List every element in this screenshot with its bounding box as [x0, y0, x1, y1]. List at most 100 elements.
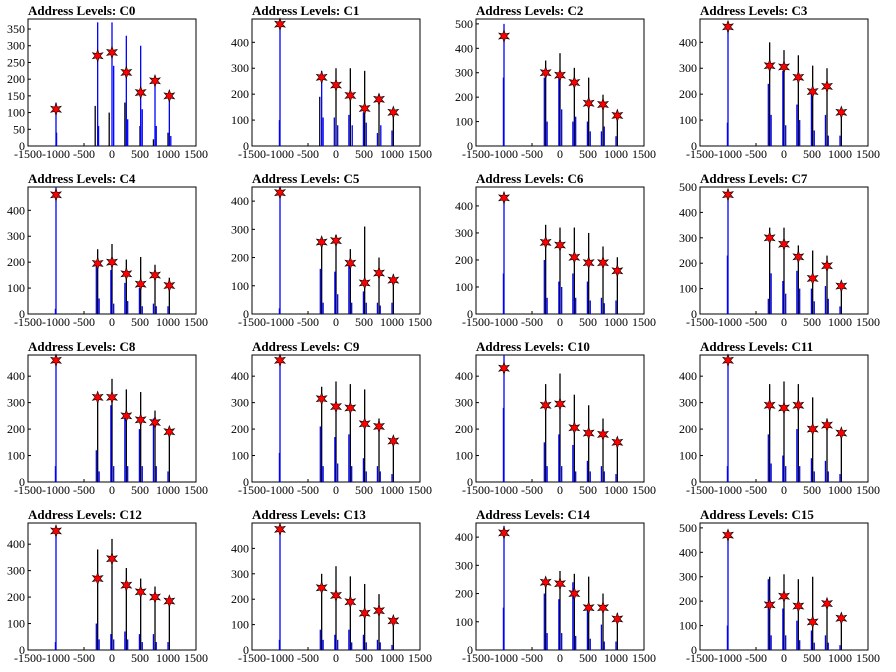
- x-tick-label: 500: [131, 483, 149, 497]
- peak-star-marker: [539, 65, 552, 80]
- peak-star-marker: [387, 434, 400, 448]
- x-tick-label: 1500: [408, 651, 432, 665]
- peak-star-marker: [149, 590, 161, 604]
- y-tick-label: 300: [7, 396, 25, 410]
- peak-star-marker: [91, 256, 104, 271]
- x-tick-label: 500: [355, 147, 373, 161]
- peak-star-marker: [315, 235, 328, 249]
- x-tick-label: -1500: [462, 651, 490, 665]
- y-tick-label: 0: [19, 307, 25, 321]
- x-tick-label: -500: [73, 315, 95, 329]
- peak-star-marker: [163, 88, 176, 103]
- y-tick-label: 400: [231, 541, 249, 555]
- x-tick-label: -500: [745, 651, 767, 665]
- peak-star-marker: [611, 612, 624, 626]
- x-tick-label: 1500: [184, 651, 208, 665]
- peak-star-marker: [806, 614, 819, 629]
- peak-star-marker: [582, 600, 595, 615]
- peak-star-marker: [274, 185, 286, 200]
- y-tick-label: 100: [7, 106, 25, 120]
- x-tick-label: 1000: [828, 147, 852, 161]
- subplot-title: Address Levels: C1: [252, 3, 359, 18]
- peak-star-marker: [582, 96, 595, 111]
- peak-star-marker: [330, 78, 342, 93]
- peak-star-marker: [315, 70, 328, 85]
- x-tick-label: 1500: [856, 315, 880, 329]
- x-tick-label: -1000: [714, 651, 742, 665]
- peak-star-marker: [134, 412, 147, 427]
- x-tick-label: -1000: [266, 147, 294, 161]
- subplot-7: Address Levels: C7-1500 -1000 -500 0 500 1000…: [679, 171, 880, 329]
- x-tick-label: 1500: [856, 651, 880, 665]
- subplot-3: Address Levels: C3-1500 -1000 -500 0 500 1000…: [679, 3, 880, 161]
- peak-star-marker: [792, 599, 805, 613]
- peak-star-marker: [722, 528, 734, 543]
- x-tick-label: -1500: [462, 483, 490, 497]
- x-tick-label: 1000: [604, 315, 628, 329]
- x-tick-label: 500: [579, 147, 597, 161]
- x-tick-label: -1500: [14, 315, 42, 329]
- x-tick-label: 1500: [184, 483, 208, 497]
- y-tick-label: 300: [7, 564, 25, 578]
- x-tick-label: 1500: [632, 651, 656, 665]
- peak-star-marker: [344, 594, 357, 609]
- y-tick-label: 0: [19, 475, 25, 489]
- peak-star-marker: [344, 88, 357, 103]
- subplot-title: Address Levels: C11: [700, 339, 813, 354]
- peak-star-marker: [722, 187, 734, 202]
- peak-star-marker: [498, 190, 510, 205]
- y-tick-label: 300: [231, 567, 249, 581]
- x-tick-label: 500: [803, 483, 821, 497]
- y-tick-label: 400: [231, 369, 249, 383]
- y-tick-label: 400: [231, 194, 249, 208]
- x-tick-label: -500: [521, 147, 543, 161]
- peak-star-marker: [344, 256, 357, 271]
- peak-star-marker: [582, 255, 595, 270]
- y-tick-label: 100: [231, 279, 249, 293]
- y-tick-label: 400: [231, 35, 249, 49]
- peak-star-marker: [597, 600, 609, 615]
- peak-star-marker: [274, 522, 286, 537]
- subplot-title: Address Levels: C14: [476, 507, 590, 522]
- y-tick-label: 0: [243, 139, 249, 153]
- x-tick-label: -500: [297, 651, 319, 665]
- y-tick-label: 200: [231, 422, 249, 436]
- peak-star-marker: [120, 266, 133, 281]
- y-tick-label: 200: [455, 253, 473, 267]
- peak-star-marker: [835, 426, 848, 440]
- peak-star-marker: [611, 435, 624, 450]
- x-tick-label: 1500: [184, 315, 208, 329]
- subplot-2: Address Levels: C2-1500 -1000 -500 0 500 1000…: [455, 3, 656, 161]
- peak-star-marker: [554, 397, 566, 411]
- x-tick-label: -1500: [238, 315, 266, 329]
- peak-star-marker: [597, 97, 609, 112]
- peak-star-marker: [120, 408, 133, 423]
- peak-star-marker: [134, 584, 147, 599]
- x-tick-label: -1000: [42, 147, 70, 161]
- y-tick-label: 400: [679, 35, 697, 49]
- y-tick-label: 100: [455, 615, 473, 629]
- peak-star-marker: [344, 401, 357, 415]
- peak-star-marker: [50, 102, 62, 117]
- peak-star-marker: [763, 230, 776, 245]
- peak-star-marker: [763, 398, 776, 413]
- x-tick-label: 500: [803, 651, 821, 665]
- x-tick-label: -1000: [714, 147, 742, 161]
- peak-star-marker: [373, 419, 385, 434]
- x-tick-label: 0: [557, 651, 563, 665]
- peak-star-marker: [163, 278, 176, 293]
- peak-star-marker: [554, 576, 566, 591]
- y-tick-label: 100: [231, 113, 249, 127]
- x-tick-label: 1500: [856, 483, 880, 497]
- x-tick-label: -500: [745, 315, 767, 329]
- x-tick-label: 0: [557, 147, 563, 161]
- subplot-0: Address Levels: C0-1500 -1000 -500 0 500 1000…: [7, 3, 208, 161]
- x-tick-label: -500: [521, 651, 543, 665]
- x-tick-label: -1500: [462, 147, 490, 161]
- peak-star-marker: [806, 84, 819, 99]
- subplot-1: Address Levels: C1-1500 -1000 -500 0 500 1000…: [231, 3, 432, 161]
- subplot-title: Address Levels: C10: [476, 339, 590, 354]
- x-tick-label: -1000: [490, 315, 518, 329]
- x-tick-label: 0: [109, 483, 115, 497]
- y-tick-label: 150: [7, 89, 25, 103]
